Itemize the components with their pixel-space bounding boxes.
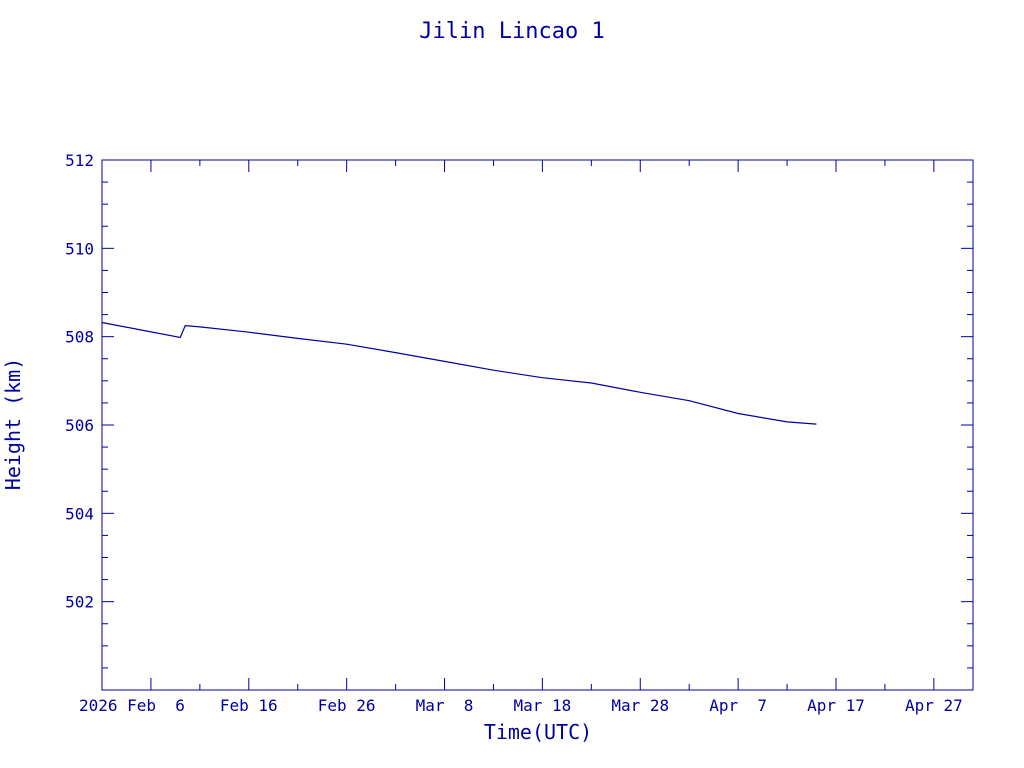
x-tick-label: Feb 26 (318, 696, 376, 715)
series-layer (101, 321, 817, 425)
plot-frame (101, 159, 974, 691)
x-axis-label: Time(UTC) (484, 720, 592, 744)
x-tick-label: Apr 27 (905, 696, 963, 715)
x-tick-label: 2026 Feb 6 (79, 696, 185, 715)
x-tick-label: Apr 17 (807, 696, 865, 715)
x-tick-label: Mar 18 (513, 696, 571, 715)
x-axis: 2026 Feb 6 Feb 16 Feb 26 Mar 8 Mar 18 Mar 28 A… (79, 160, 963, 715)
x-tick-label: Mar 28 (611, 696, 669, 715)
y-tick-label: 506 (65, 416, 94, 435)
x-tick-label: Apr 7 (709, 696, 767, 715)
x-tick-label: Feb 16 (220, 696, 278, 715)
x-tick-label: Mar 8 (416, 696, 474, 715)
y-tick-label: 508 (65, 328, 94, 347)
y-tick-label: 504 (65, 504, 94, 523)
chart-title: Jilin Lincao 1 (419, 19, 604, 44)
y-tick-label: 512 (65, 151, 94, 170)
height-series-line (101, 321, 817, 425)
y-tick-label: 510 (65, 239, 94, 258)
y-tick-label: 502 (65, 593, 94, 612)
y-axis: 502 504 506 508 510 512 (65, 151, 973, 691)
y-axis-label: Height (km) (1, 358, 25, 490)
plot-area (101, 159, 974, 691)
